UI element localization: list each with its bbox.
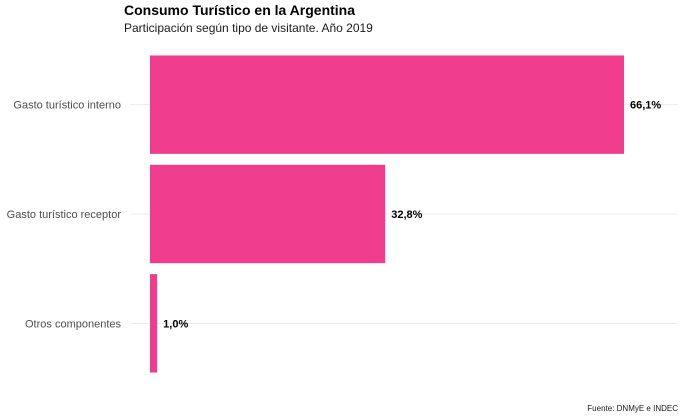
labels: Gasto turístico interno 66,1% Gasto turíst… [7,100,662,331]
bar [150,55,624,154]
category-label: Gasto turístico receptor [7,209,122,221]
source-note: Fuente: DNMyE e INDEC [587,404,678,413]
value-label: 32,8% [391,209,422,221]
chart-subtitle: Participación según tipo de visitante. A… [124,21,373,35]
bars [150,55,624,373]
bar [150,274,158,373]
category-label: Otros componentes [25,318,121,330]
category-label: Gasto turístico interno [13,100,121,112]
chart-title: Consumo Turístico en la Argentina [124,2,356,18]
value-label: 1,0% [163,318,188,330]
value-label: 66,1% [630,100,661,112]
bar [150,164,386,264]
